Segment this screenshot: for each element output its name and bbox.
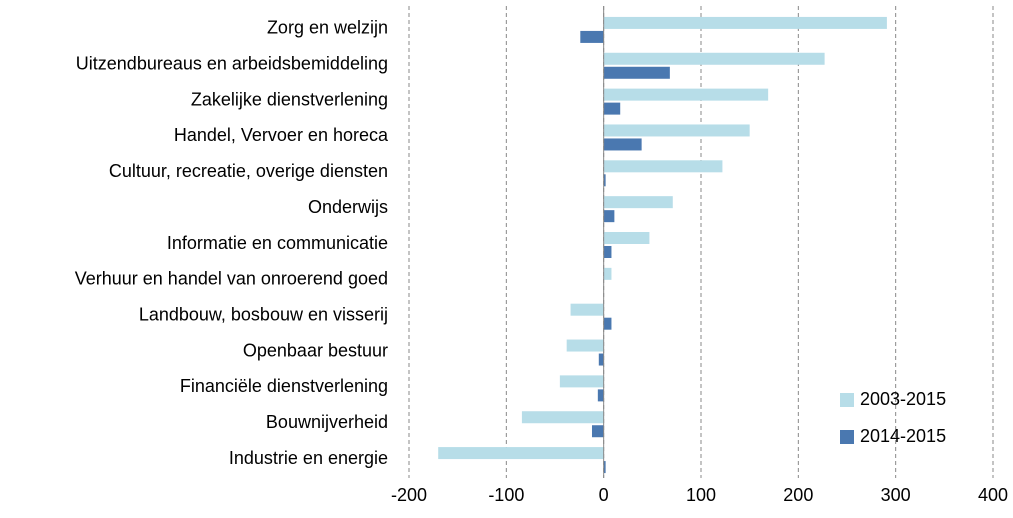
bar [603,160,723,173]
bar [521,411,604,424]
y-tick-label: Informatie en communicatie [167,233,388,253]
x-tick-label: 400 [978,485,1008,505]
bar [591,425,604,438]
bar [603,461,606,474]
y-tick-label: Verhuur en handel van onroerend goed [75,269,388,289]
y-tick-label: Zorg en welzijn [267,18,388,38]
bar [603,88,769,101]
y-tick-label: Handel, Vervoer en horeca [174,125,389,145]
bar [603,16,887,29]
bar [559,375,604,388]
bar [603,174,606,187]
y-tick-label: Onderwijs [308,197,388,217]
bar [603,232,650,244]
bar [603,267,612,280]
legend-swatch [840,430,854,444]
x-tick-label: 0 [599,485,609,505]
bar [566,339,604,352]
bar [598,353,604,366]
y-tick-label: Bouwnijverheid [266,412,388,432]
x-tick-label: -200 [391,485,427,505]
y-tick-label: Uitzendbureaus en arbeidsbemiddeling [76,54,388,74]
bar [603,102,621,115]
y-tick-label: Landbouw, bosbouw en visserij [139,304,388,324]
y-tick-label: Cultuur, recreatie, overige diensten [109,161,388,181]
bar [580,30,604,43]
legend-label: 2003-2015 [860,389,946,409]
y-tick-label: Openbaar bestuur [243,340,388,360]
bar [603,66,670,79]
bar [603,52,825,65]
bar [603,317,612,330]
bar [603,246,612,258]
x-tick-label: 300 [881,485,911,505]
bar [603,124,750,137]
y-tick-label: Industrie en energie [229,448,388,468]
bar [438,447,604,460]
x-tick-label: 200 [783,485,813,505]
legend-swatch [840,393,854,407]
x-tick-label: -100 [488,485,524,505]
y-tick-label: Zakelijke dienstverlening [191,89,388,109]
bar [603,210,615,223]
legend-label: 2014-2015 [860,426,946,446]
bar [603,138,642,151]
y-tick-label: Financiële dienstverlening [180,376,388,396]
bar [570,303,604,316]
bar [597,389,604,402]
bar [603,196,673,209]
x-tick-label: 100 [686,485,716,505]
